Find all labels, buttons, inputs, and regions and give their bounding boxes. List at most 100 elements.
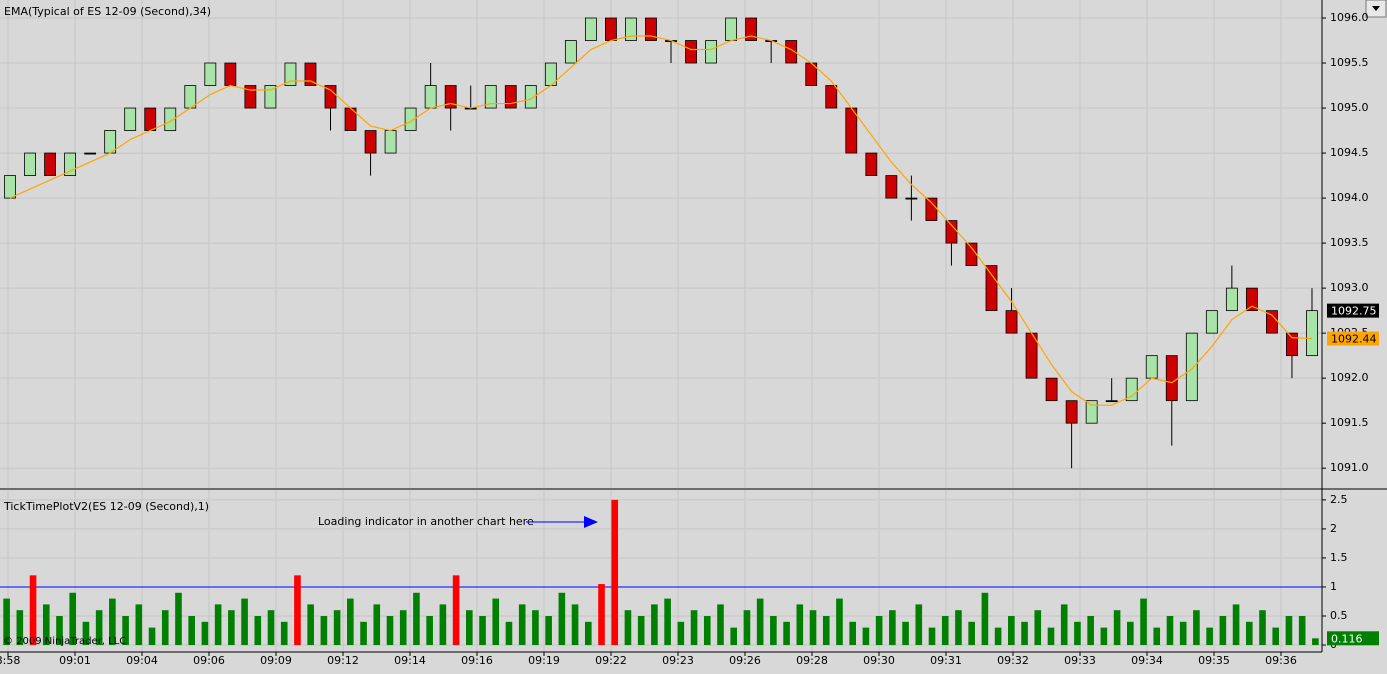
candle-body: [745, 17, 758, 41]
candle-body: [1205, 310, 1218, 334]
candle-body: [1286, 332, 1298, 357]
bar: [584, 621, 592, 646]
candle-body: [725, 17, 738, 41]
candle-body: [264, 85, 277, 109]
candle-body: [404, 107, 417, 131]
bar: [651, 604, 658, 646]
bar: [56, 616, 63, 646]
bar: [426, 616, 433, 646]
bar: [1060, 604, 1068, 646]
bar: [439, 604, 447, 646]
mark-layer: [0, 17, 1322, 646]
bar: [505, 621, 513, 646]
grid-layer: [0, 0, 1322, 652]
bar: [1232, 604, 1240, 646]
bar: [1034, 610, 1042, 646]
bar: [280, 621, 288, 646]
bar: [849, 621, 856, 646]
price-panel-title: EMA(Typical of ES 12-09 (Second),34): [4, 5, 211, 18]
bar: [161, 610, 169, 646]
annotation-arrowhead: [584, 516, 598, 528]
bar: [664, 598, 671, 646]
candle-body: [1225, 287, 1238, 312]
candle-body: [985, 265, 998, 312]
x-tick-label: 09:36: [1265, 654, 1297, 667]
candle-body: [845, 107, 858, 154]
candle-body: [364, 130, 377, 154]
bar: [518, 604, 526, 646]
candle-body: [1245, 287, 1258, 312]
price-tag: [1327, 303, 1379, 318]
x-tick-label: 09:34: [1131, 654, 1163, 667]
bar: [862, 627, 870, 646]
candle-body: [124, 107, 137, 131]
bar: [1008, 616, 1015, 646]
price-tag: [1327, 631, 1379, 646]
bar: [188, 616, 195, 646]
x-tick-label: 09:22: [595, 654, 627, 667]
ema-line: [9, 35, 1313, 406]
y-tick-label: 0.5: [1330, 609, 1348, 622]
bar: [399, 610, 407, 646]
tick-panel-title: TickTimePlotV2(ES 12-09 (Second),1): [3, 500, 209, 513]
bar: [294, 575, 301, 646]
candle-body: [1105, 400, 1118, 403]
candle-body: [1306, 310, 1318, 357]
candle-body: [84, 152, 97, 155]
candle-body: [785, 40, 798, 64]
bar: [307, 604, 314, 646]
bar: [373, 604, 381, 646]
bar: [109, 598, 116, 646]
candle-body: [484, 85, 497, 109]
candle-body: [965, 242, 978, 267]
y-tick-label: 1093.0: [1330, 281, 1369, 294]
bar: [1259, 610, 1266, 646]
bar: [902, 621, 909, 646]
bar: [598, 584, 605, 646]
candle-body: [1005, 310, 1018, 334]
x-tick-label: 09:26: [729, 654, 761, 667]
candle-body: [244, 85, 257, 109]
bar: [360, 621, 367, 646]
y-tick-label: 1092.0: [1330, 371, 1369, 384]
bar: [1245, 621, 1253, 646]
x-tick-label: 09:30: [863, 654, 895, 667]
bar: [703, 616, 711, 646]
bar: [981, 592, 989, 646]
x-tick-label: 09:09: [260, 654, 292, 667]
bar: [770, 616, 777, 646]
price-tag-label: 0.116: [1331, 632, 1363, 645]
bar: [928, 627, 936, 646]
candle-body: [224, 62, 237, 86]
bar: [413, 592, 420, 646]
bar: [1100, 627, 1108, 646]
bar: [175, 592, 182, 646]
candle-body: [905, 197, 918, 200]
candle-body: [584, 17, 597, 41]
bar: [386, 616, 394, 646]
candle-body: [524, 85, 537, 109]
bar: [941, 616, 949, 646]
bar: [836, 598, 843, 646]
candle-body: [444, 85, 457, 109]
candle-body: [504, 85, 517, 109]
candle-body: [1185, 332, 1198, 402]
bar: [333, 610, 341, 646]
x-tick-label: 8:58: [0, 654, 20, 667]
bar: [637, 616, 645, 646]
candle-body: [605, 17, 617, 41]
candle-body: [284, 62, 297, 86]
x-tick-label: 09:33: [1064, 654, 1096, 667]
y-tick-label: 1091.0: [1330, 461, 1369, 474]
bar: [809, 610, 817, 646]
x-tick-label: 09:19: [528, 654, 560, 667]
candle-body: [1125, 377, 1138, 402]
bar: [42, 604, 50, 646]
candle-body: [645, 17, 657, 41]
candle-body: [1145, 355, 1158, 379]
bar: [822, 616, 830, 646]
candle-body: [4, 175, 16, 199]
bar: [783, 621, 790, 646]
bar: [875, 616, 883, 646]
